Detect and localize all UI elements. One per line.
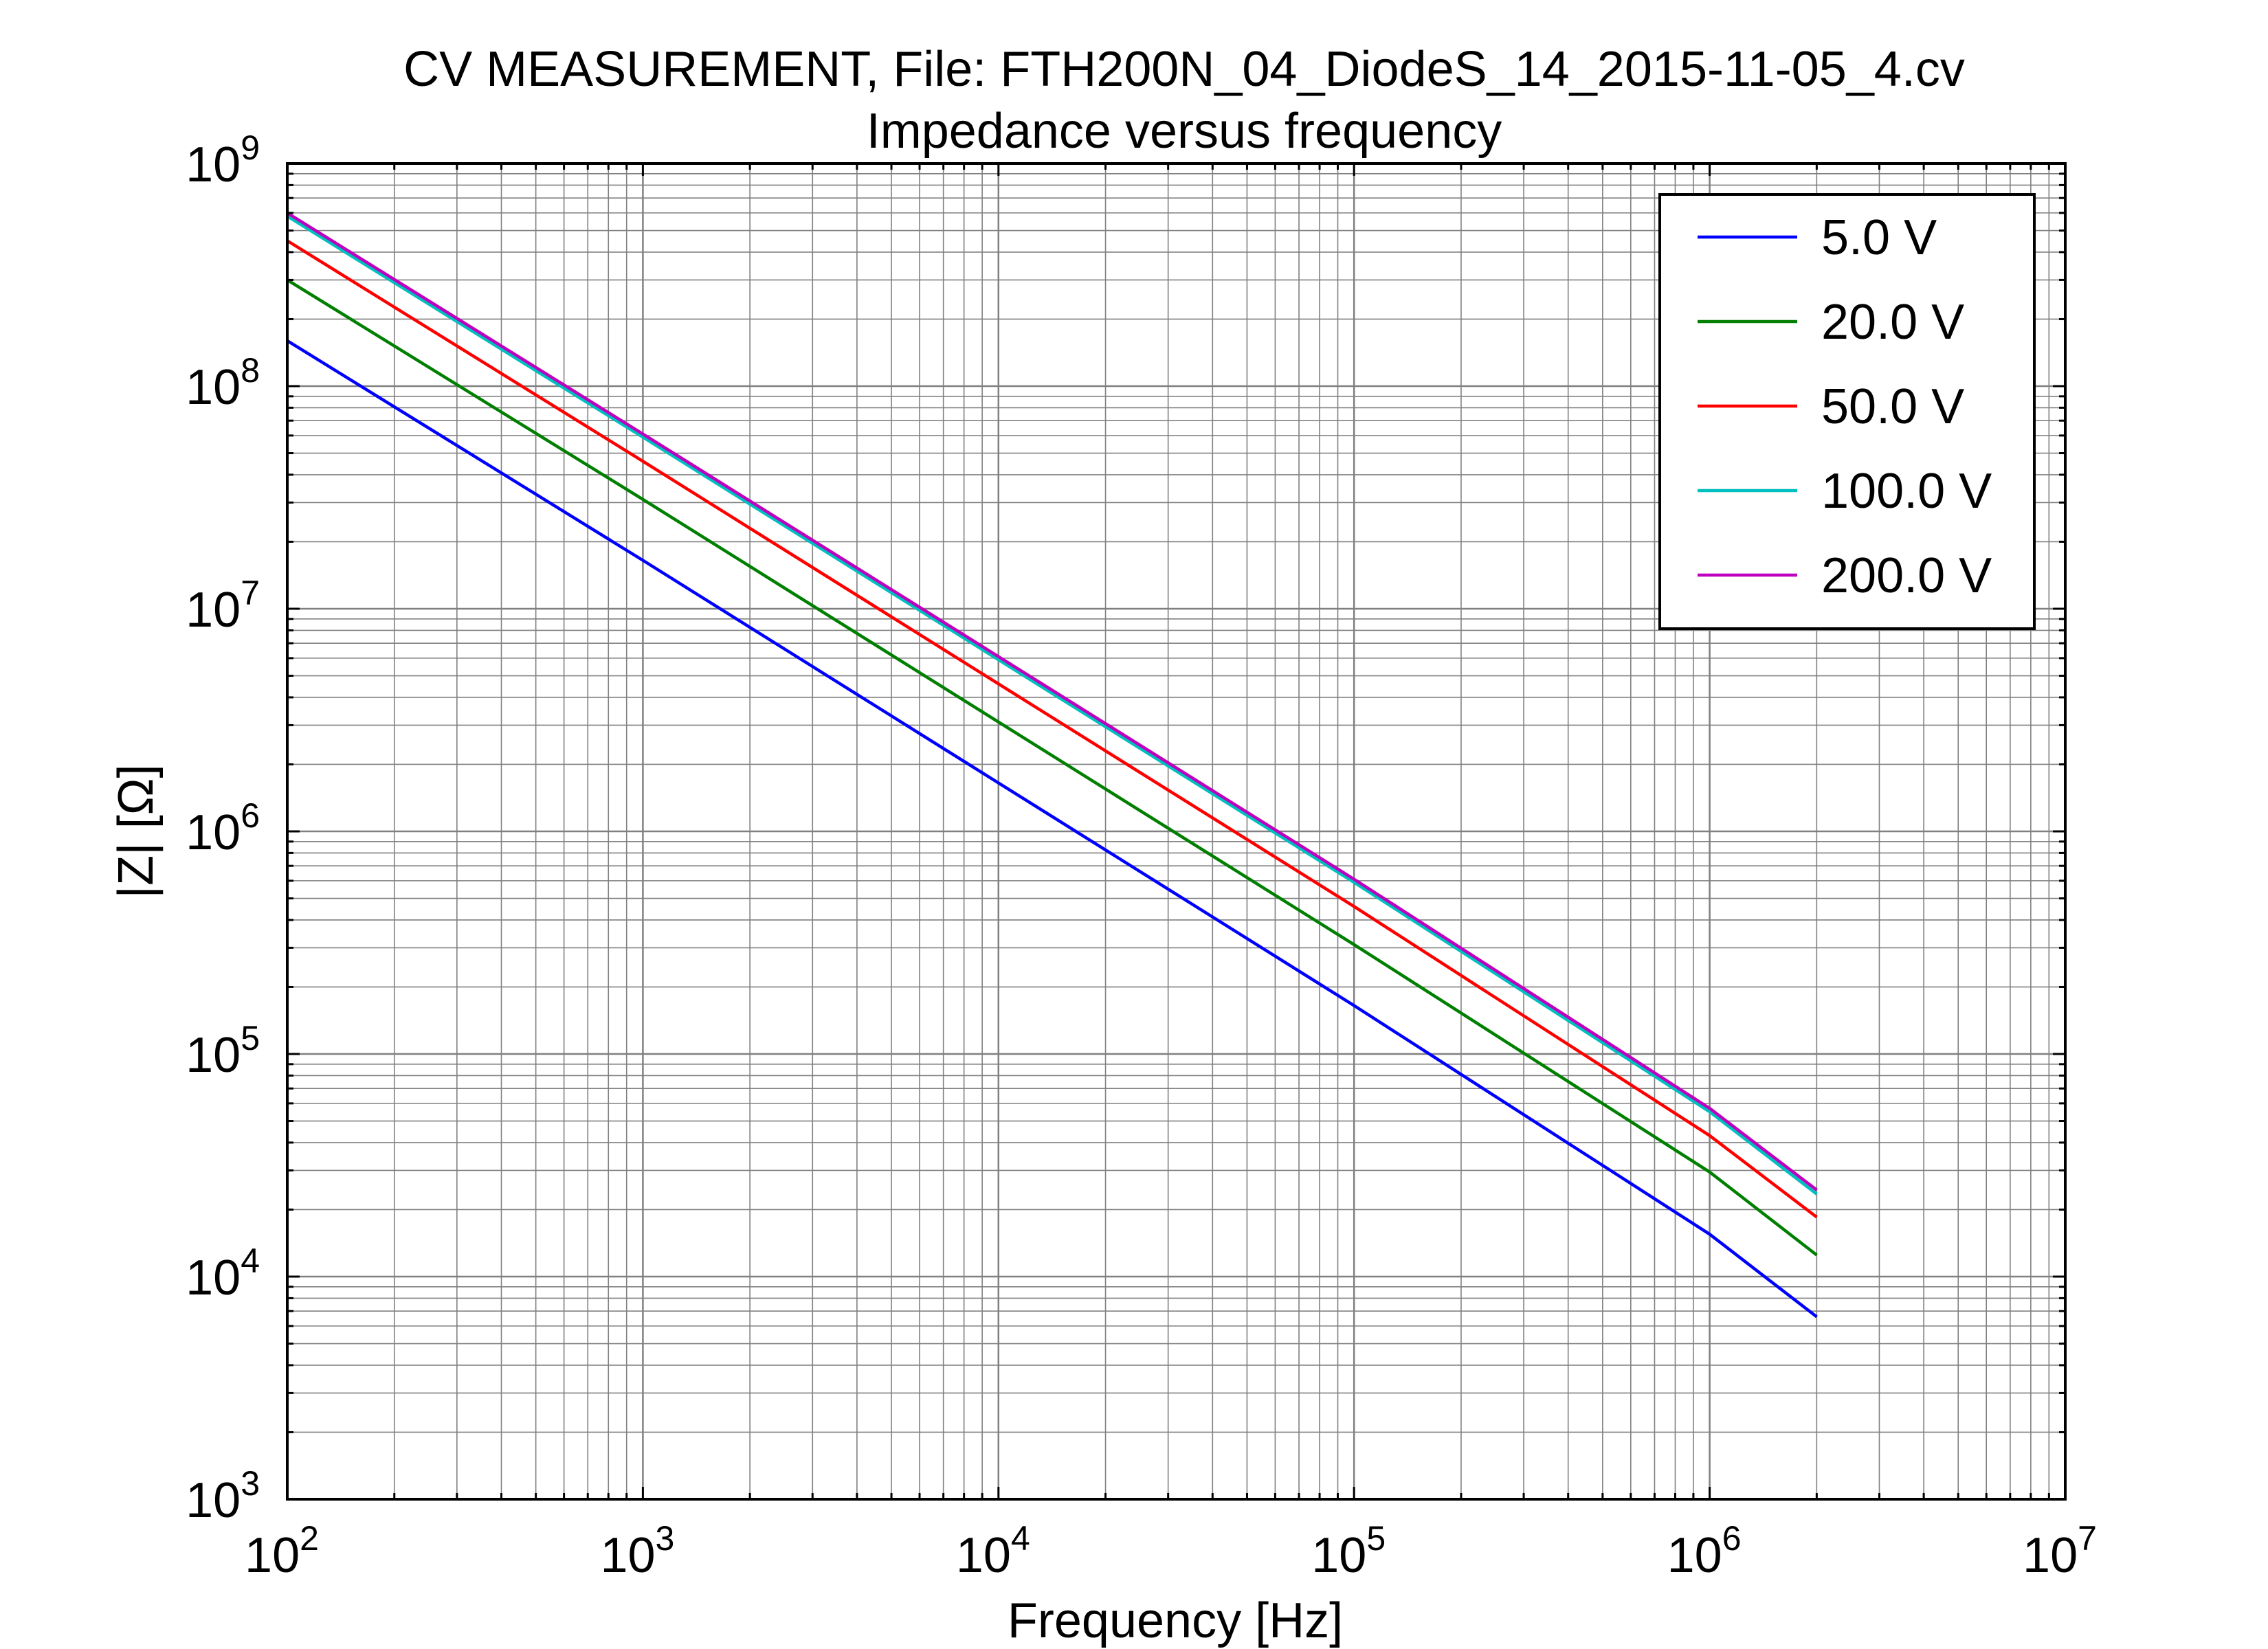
chart-subtitle: Impedance versus frequency — [867, 104, 1502, 159]
y-tick-label: 108 — [186, 351, 260, 415]
series-line — [286, 339, 1818, 1319]
legend-label: 100.0 V — [1821, 464, 1992, 519]
x-tick-label: 104 — [956, 1519, 1030, 1583]
y-tick-label: 105 — [186, 1019, 260, 1083]
y-tick-label: 106 — [186, 796, 260, 860]
x-tick-label: 102 — [245, 1519, 319, 1583]
series-line — [286, 211, 1818, 1191]
x-tick-label: 105 — [1311, 1519, 1386, 1583]
series-line — [286, 278, 1818, 1257]
y-tick-label: 103 — [186, 1464, 260, 1528]
legend-box — [1658, 193, 2036, 630]
y-tick-label: 107 — [186, 574, 260, 638]
legend: 5.0 V 20.0 V 50.0 V 100.0 V 200.0 V — [1658, 193, 2036, 630]
x-tick-label: 107 — [2023, 1519, 2097, 1583]
series-lines — [286, 211, 1818, 1319]
legend-label: 5.0 V — [1821, 210, 1937, 265]
y-tick-label: 104 — [186, 1242, 260, 1305]
legend-label: 50.0 V — [1821, 379, 1964, 434]
series-line — [286, 239, 1818, 1219]
y-tick-label: 109 — [186, 128, 260, 192]
x-axis-label: Frequency [Hz] — [1008, 1593, 1343, 1648]
legend-label: 20.0 V — [1821, 295, 1964, 350]
legend-label: 200.0 V — [1821, 548, 1992, 603]
x-tick-label: 106 — [1667, 1519, 1742, 1583]
series-line — [286, 214, 1818, 1196]
y-axis-label: |Z| [Ω] — [109, 764, 164, 898]
x-tick-label: 103 — [600, 1519, 674, 1583]
chart-title: CV MEASUREMENT, File: FTH200N_04_DiodeS_… — [403, 42, 1965, 97]
